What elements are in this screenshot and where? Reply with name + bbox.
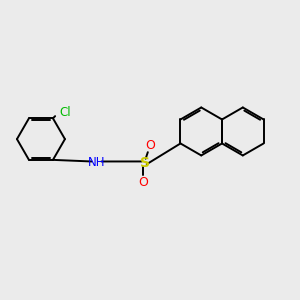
Text: NH: NH [88, 156, 105, 169]
Text: S: S [140, 156, 149, 170]
Text: Cl: Cl [59, 106, 70, 119]
Text: O: O [145, 139, 155, 152]
Text: O: O [139, 176, 148, 189]
